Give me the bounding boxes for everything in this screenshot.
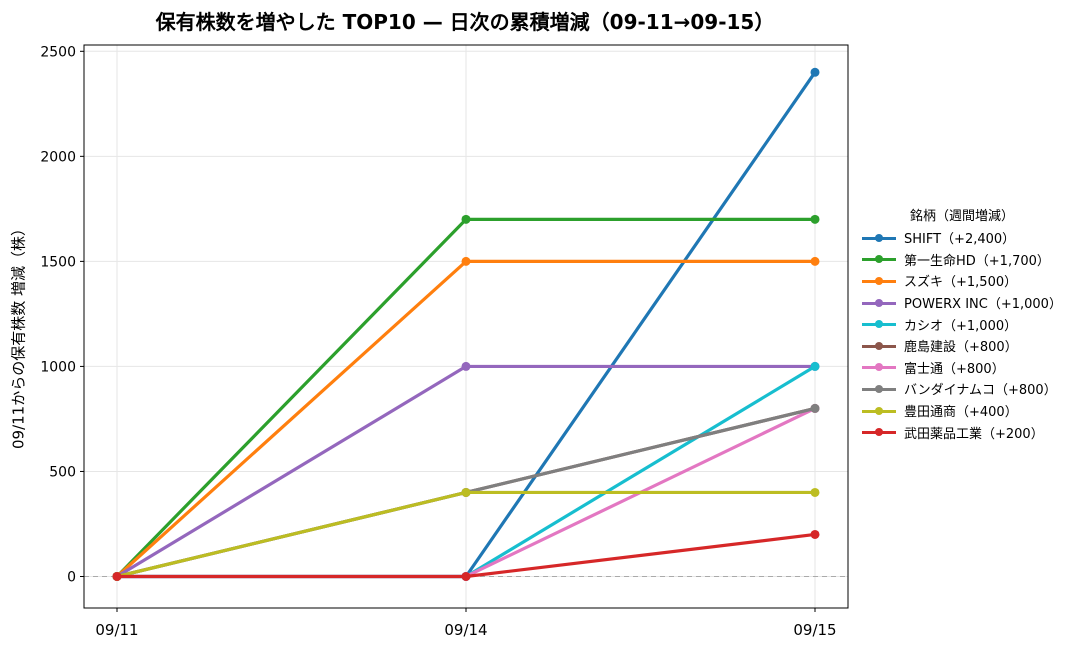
legend-swatch <box>862 319 896 329</box>
legend-item: 武田薬品工業（+200） <box>862 421 1062 443</box>
legend-swatch <box>862 406 896 416</box>
y-tick-label: 1500 <box>40 254 76 270</box>
x-tick-label: 09/11 <box>95 621 138 639</box>
data-point <box>810 361 820 371</box>
data-point <box>810 256 820 266</box>
legend-title: 銘柄（週間増減） <box>909 209 1014 224</box>
series-lines <box>112 67 820 581</box>
data-point <box>112 571 122 581</box>
data-point <box>810 529 820 539</box>
legend-item: バンダイナムコ（+800） <box>862 378 1062 400</box>
y-tick-label: 0 <box>67 569 76 585</box>
legend-label: 鹿島建設（+800） <box>904 340 1018 356</box>
legend-swatch <box>862 427 896 437</box>
legend-swatch <box>862 233 896 243</box>
data-point <box>810 67 820 77</box>
legend-label: バンダイナムコ（+800） <box>904 383 1057 399</box>
legend-label: カシオ（+1,000） <box>904 318 1018 334</box>
grid-lines <box>84 45 848 608</box>
legend-label: 武田薬品工業（+200） <box>904 426 1044 442</box>
legend-item: 豊田通商（+400） <box>862 400 1062 422</box>
legend-swatch <box>862 384 896 394</box>
legend-label: スズキ（+1,500） <box>904 275 1018 291</box>
y-tick-label: 1000 <box>40 359 76 375</box>
legend: 銘柄（週間増減） SHIFT（+2,400） 第一生命HD（+1,700） スズキ（… <box>862 205 1062 443</box>
chart-title: 保有株数を増やした TOP10 — 日次の累積増減（09-11→09-15） <box>155 10 775 34</box>
legend-label: 第一生命HD（+1,700） <box>904 253 1050 269</box>
legend-item: 鹿島建設（+800） <box>862 335 1062 357</box>
y-tick-label: 2000 <box>40 149 76 165</box>
legend-item: カシオ（+1,000） <box>862 313 1062 335</box>
data-point <box>461 361 471 371</box>
legend-item: 第一生命HD（+1,700） <box>862 249 1062 271</box>
y-tick-label: 500 <box>49 464 76 480</box>
x-tick-label: 09/15 <box>793 621 836 639</box>
legend-items: SHIFT（+2,400） 第一生命HD（+1,700） スズキ（+1,500） PO… <box>862 227 1062 443</box>
legend-swatch <box>862 362 896 372</box>
data-point <box>461 256 471 266</box>
legend-label: 豊田通商（+400） <box>904 405 1018 421</box>
legend-label: SHIFT（+2,400） <box>904 232 1016 248</box>
series-group <box>112 529 820 581</box>
data-point <box>461 571 471 581</box>
data-point <box>461 214 471 224</box>
x-tick-label: 09/14 <box>444 621 487 639</box>
legend-item: SHIFT（+2,400） <box>862 227 1062 249</box>
legend-swatch <box>862 276 896 286</box>
legend-swatch <box>862 298 896 308</box>
y-tick-label: 2500 <box>40 44 76 60</box>
legend-label: POWERX INC（+1,000） <box>904 297 1062 313</box>
axis-ticks: 0 500 1000 1500 2000 2500 09/11 09/14 09/15 <box>40 44 836 639</box>
data-point <box>810 214 820 224</box>
data-point <box>461 487 471 497</box>
data-point <box>810 403 820 413</box>
legend-swatch <box>862 341 896 351</box>
legend-item: 富士通（+800） <box>862 357 1062 379</box>
data-point <box>810 487 820 497</box>
legend-item: スズキ（+1,500） <box>862 270 1062 292</box>
legend-label: 富士通（+800） <box>904 361 1005 377</box>
legend-swatch <box>862 254 896 264</box>
legend-item: POWERX INC（+1,000） <box>862 292 1062 314</box>
